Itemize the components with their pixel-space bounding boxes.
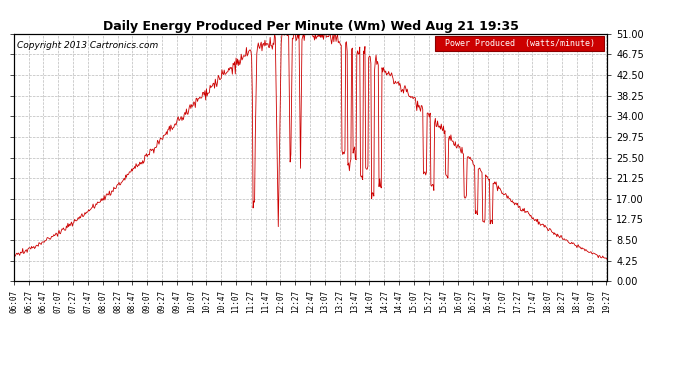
Title: Daily Energy Produced Per Minute (Wm) Wed Aug 21 19:35: Daily Energy Produced Per Minute (Wm) We… bbox=[103, 20, 518, 33]
Text: Copyright 2013 Cartronics.com: Copyright 2013 Cartronics.com bbox=[17, 41, 158, 50]
Text: Power Produced  (watts/minute): Power Produced (watts/minute) bbox=[444, 39, 595, 48]
FancyBboxPatch shape bbox=[435, 36, 604, 51]
